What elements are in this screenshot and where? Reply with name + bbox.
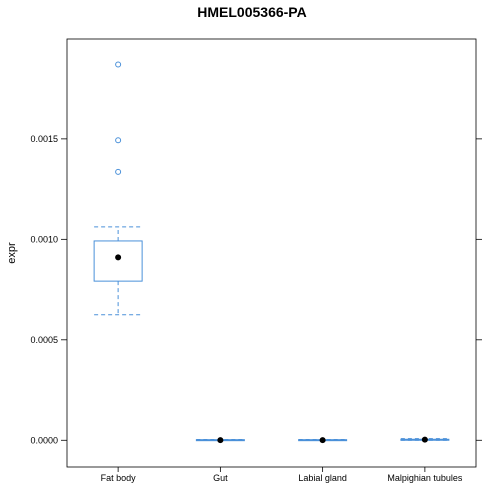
outlier-point xyxy=(115,168,122,175)
x-tick-label: Fat body xyxy=(101,473,137,483)
median-point xyxy=(217,437,224,444)
plot-frame xyxy=(66,38,477,468)
y-tick-label: 0.0005 xyxy=(30,335,58,345)
outlier-point xyxy=(115,61,122,68)
x-tick-label: Malpighian tubules xyxy=(387,473,463,483)
y-axis-label: expr xyxy=(6,242,18,264)
outlier-point xyxy=(115,137,122,144)
median-point xyxy=(421,436,428,443)
median-point xyxy=(319,437,326,444)
y-axis: 0.0000 0.0005 0.0010 0.0015 xyxy=(30,134,482,445)
box-group xyxy=(93,61,450,444)
y-tick-label: 0.0015 xyxy=(30,134,58,144)
y-tick-label: 0.0010 xyxy=(30,234,58,244)
y-tick-label: 0.0000 xyxy=(30,435,58,445)
x-tick-label: Labial gland xyxy=(298,473,347,483)
x-tick-label: Gut xyxy=(213,473,228,483)
box-fat-body xyxy=(93,240,143,282)
chart-title: HMEL005366-PA xyxy=(197,4,306,20)
median-point xyxy=(115,254,122,261)
x-axis: Fat body Gut Labial gland Malpighian tubule… xyxy=(101,467,463,483)
